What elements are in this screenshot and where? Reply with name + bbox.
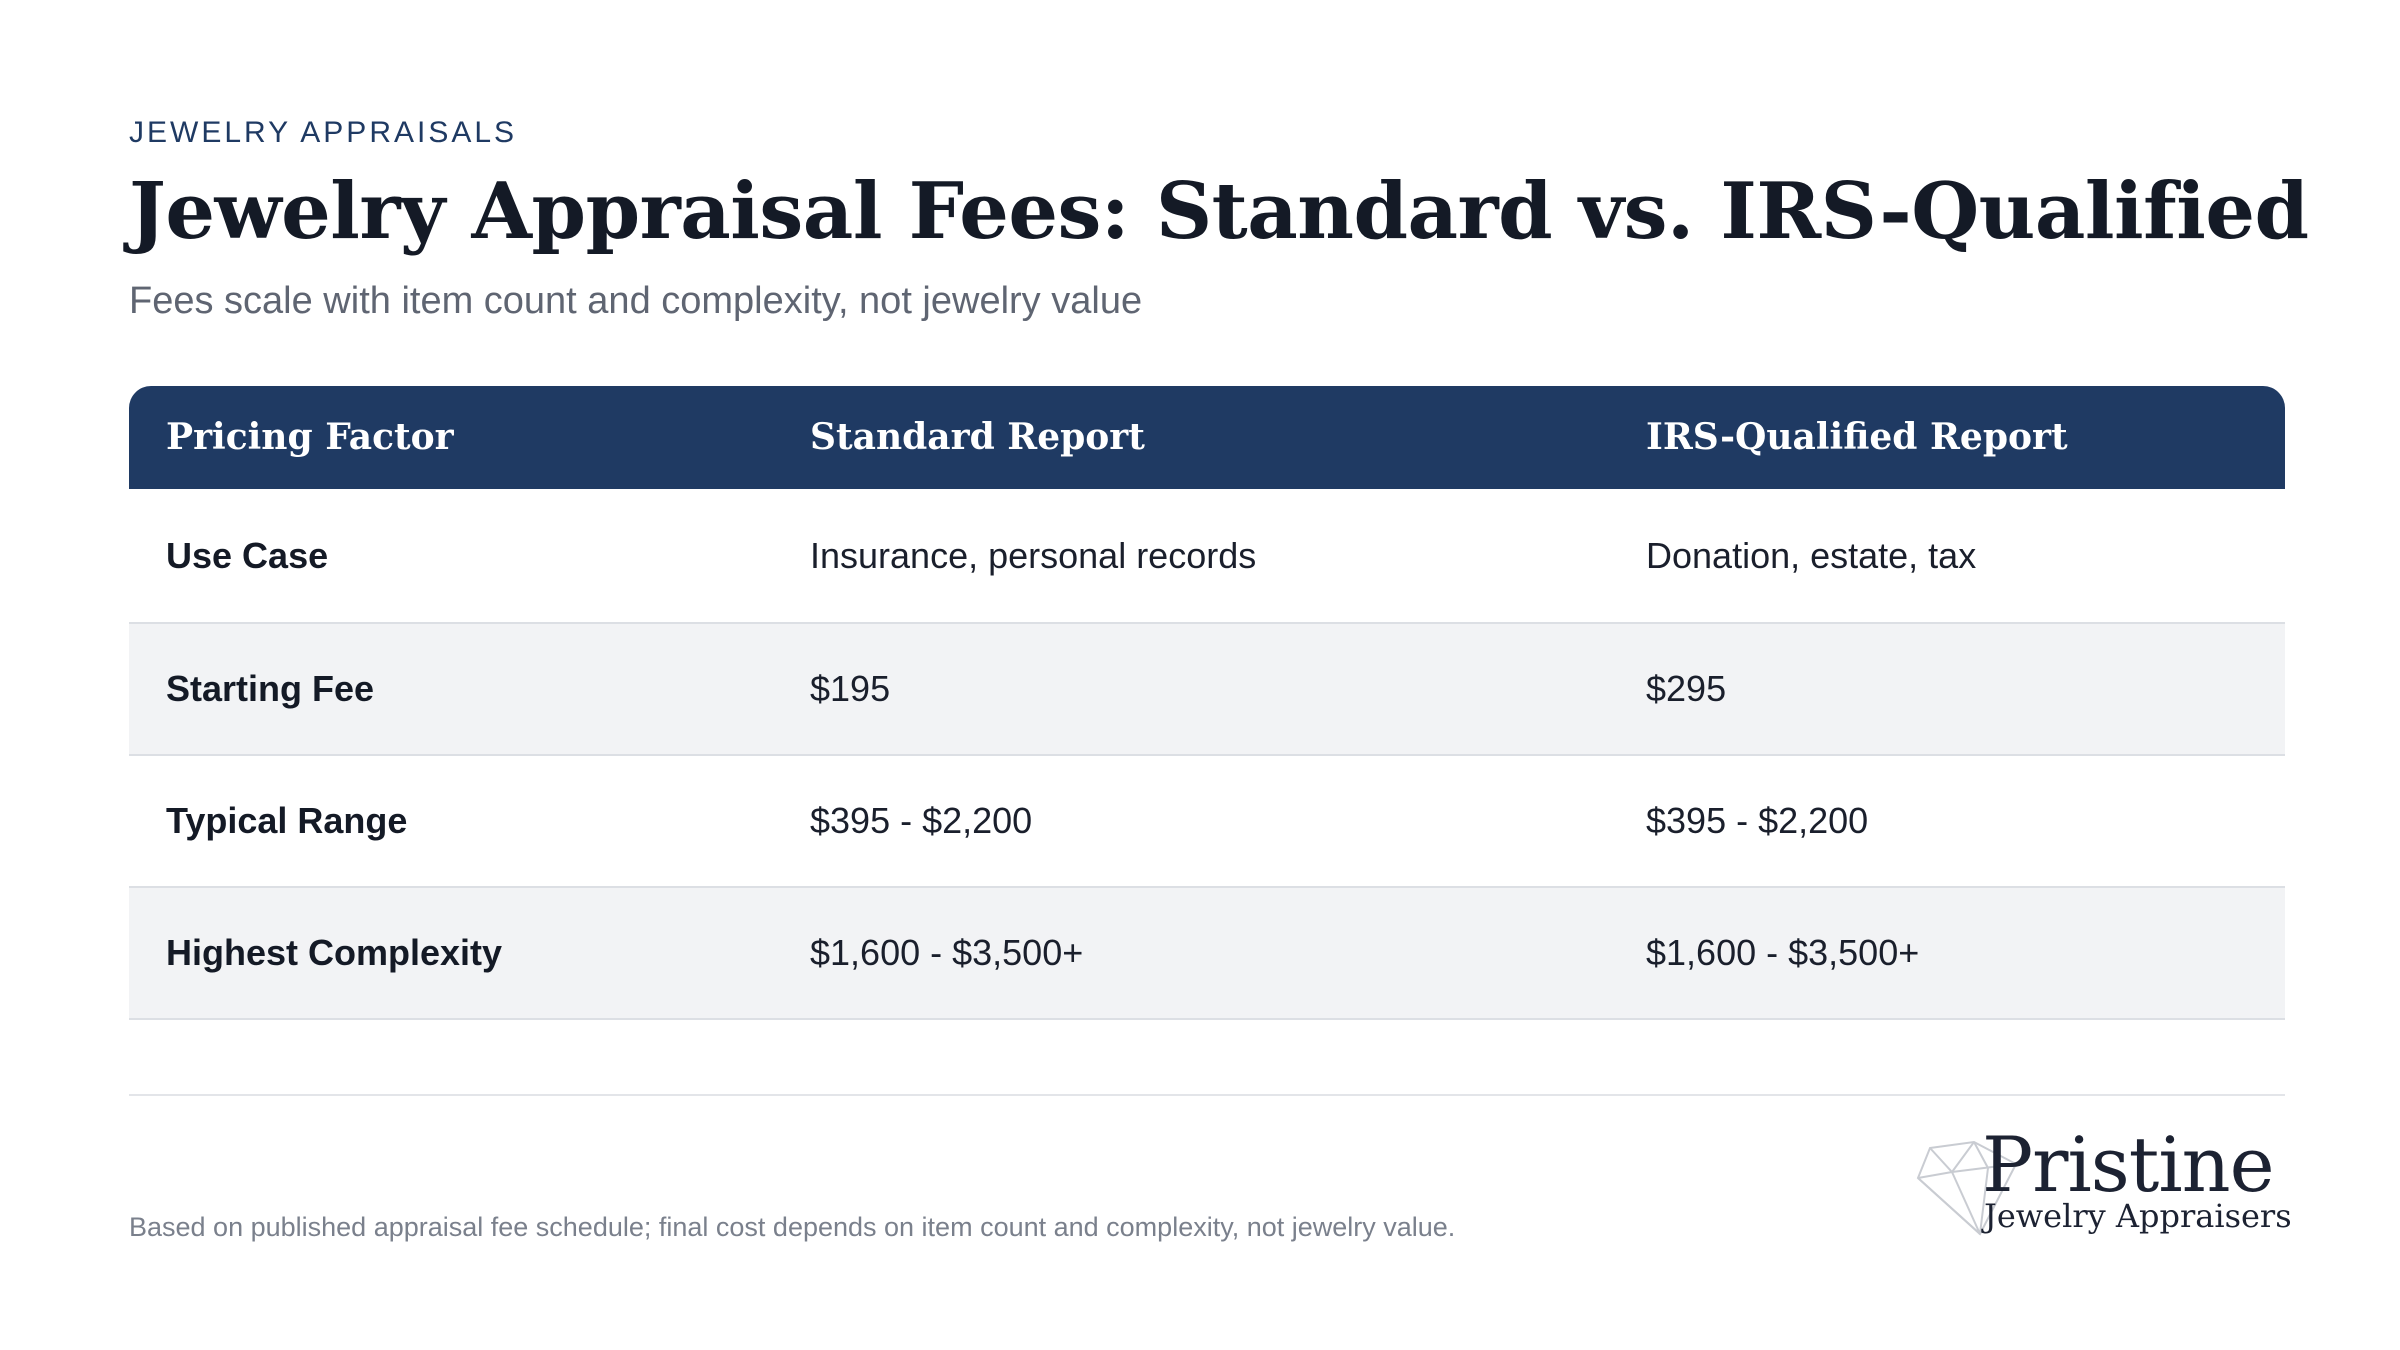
table-row-use-case: Use Case Insurance, personal records Don… — [129, 489, 2285, 624]
eyebrow-label: JEWELRY APPRAISALS — [129, 116, 518, 149]
brand-logo: Pristine Jewelry Appraisers — [1912, 1120, 2292, 1238]
standard-value: $1,600 - $3,500+ — [810, 932, 1084, 973]
column-header-irs-qualified-report: IRS-Qualified Report — [1646, 416, 2068, 458]
fee-comparison-table: Pricing Factor Standard Report IRS-Quali… — [129, 386, 2285, 1020]
column-header-pricing-factor: Pricing Factor — [166, 416, 454, 458]
row-label: Typical Range — [166, 800, 408, 841]
irs-value: $295 — [1646, 668, 1727, 709]
logo-wordmark: Pristine — [1982, 1120, 2275, 1209]
standard-value: $195 — [810, 668, 891, 709]
row-label: Use Case — [166, 534, 329, 576]
row-label: Highest Complexity — [166, 932, 503, 973]
page-subtitle: Fees scale with item count and complexit… — [129, 280, 1143, 322]
row-label: Starting Fee — [166, 668, 375, 709]
table-row-highest-complexity: Highest Complexity $1,600 - $3,500+ $1,6… — [129, 888, 2285, 1020]
irs-value: $1,600 - $3,500+ — [1646, 932, 1920, 973]
column-header-standard-report: Standard Report — [810, 416, 1145, 458]
footer-divider — [129, 1094, 2285, 1096]
page-title: Jewelry Appraisal Fees: Standard vs. IRS… — [129, 166, 2309, 257]
standard-value: $395 - $2,200 — [810, 800, 1033, 841]
table-header: Pricing Factor Standard Report IRS-Quali… — [129, 386, 2285, 489]
diamond-icon — [1916, 1140, 2018, 1236]
logo-tagline: Jewelry Appraisers — [1984, 1197, 2292, 1235]
page: JEWELRY APPRAISALS Jewelry Appraisal Fee… — [129, 0, 2309, 1350]
table-row-starting-fee: Starting Fee $195 $295 — [129, 624, 2285, 756]
irs-value: Donation, estate, tax — [1646, 534, 1977, 576]
table-row-typical-range: Typical Range $395 - $2,200 $395 - $2,20… — [129, 756, 2285, 888]
source-footnote: Based on published appraisal fee schedul… — [129, 1212, 1456, 1242]
irs-value: $395 - $2,200 — [1646, 800, 1869, 841]
standard-value: Insurance, personal records — [810, 534, 1257, 576]
